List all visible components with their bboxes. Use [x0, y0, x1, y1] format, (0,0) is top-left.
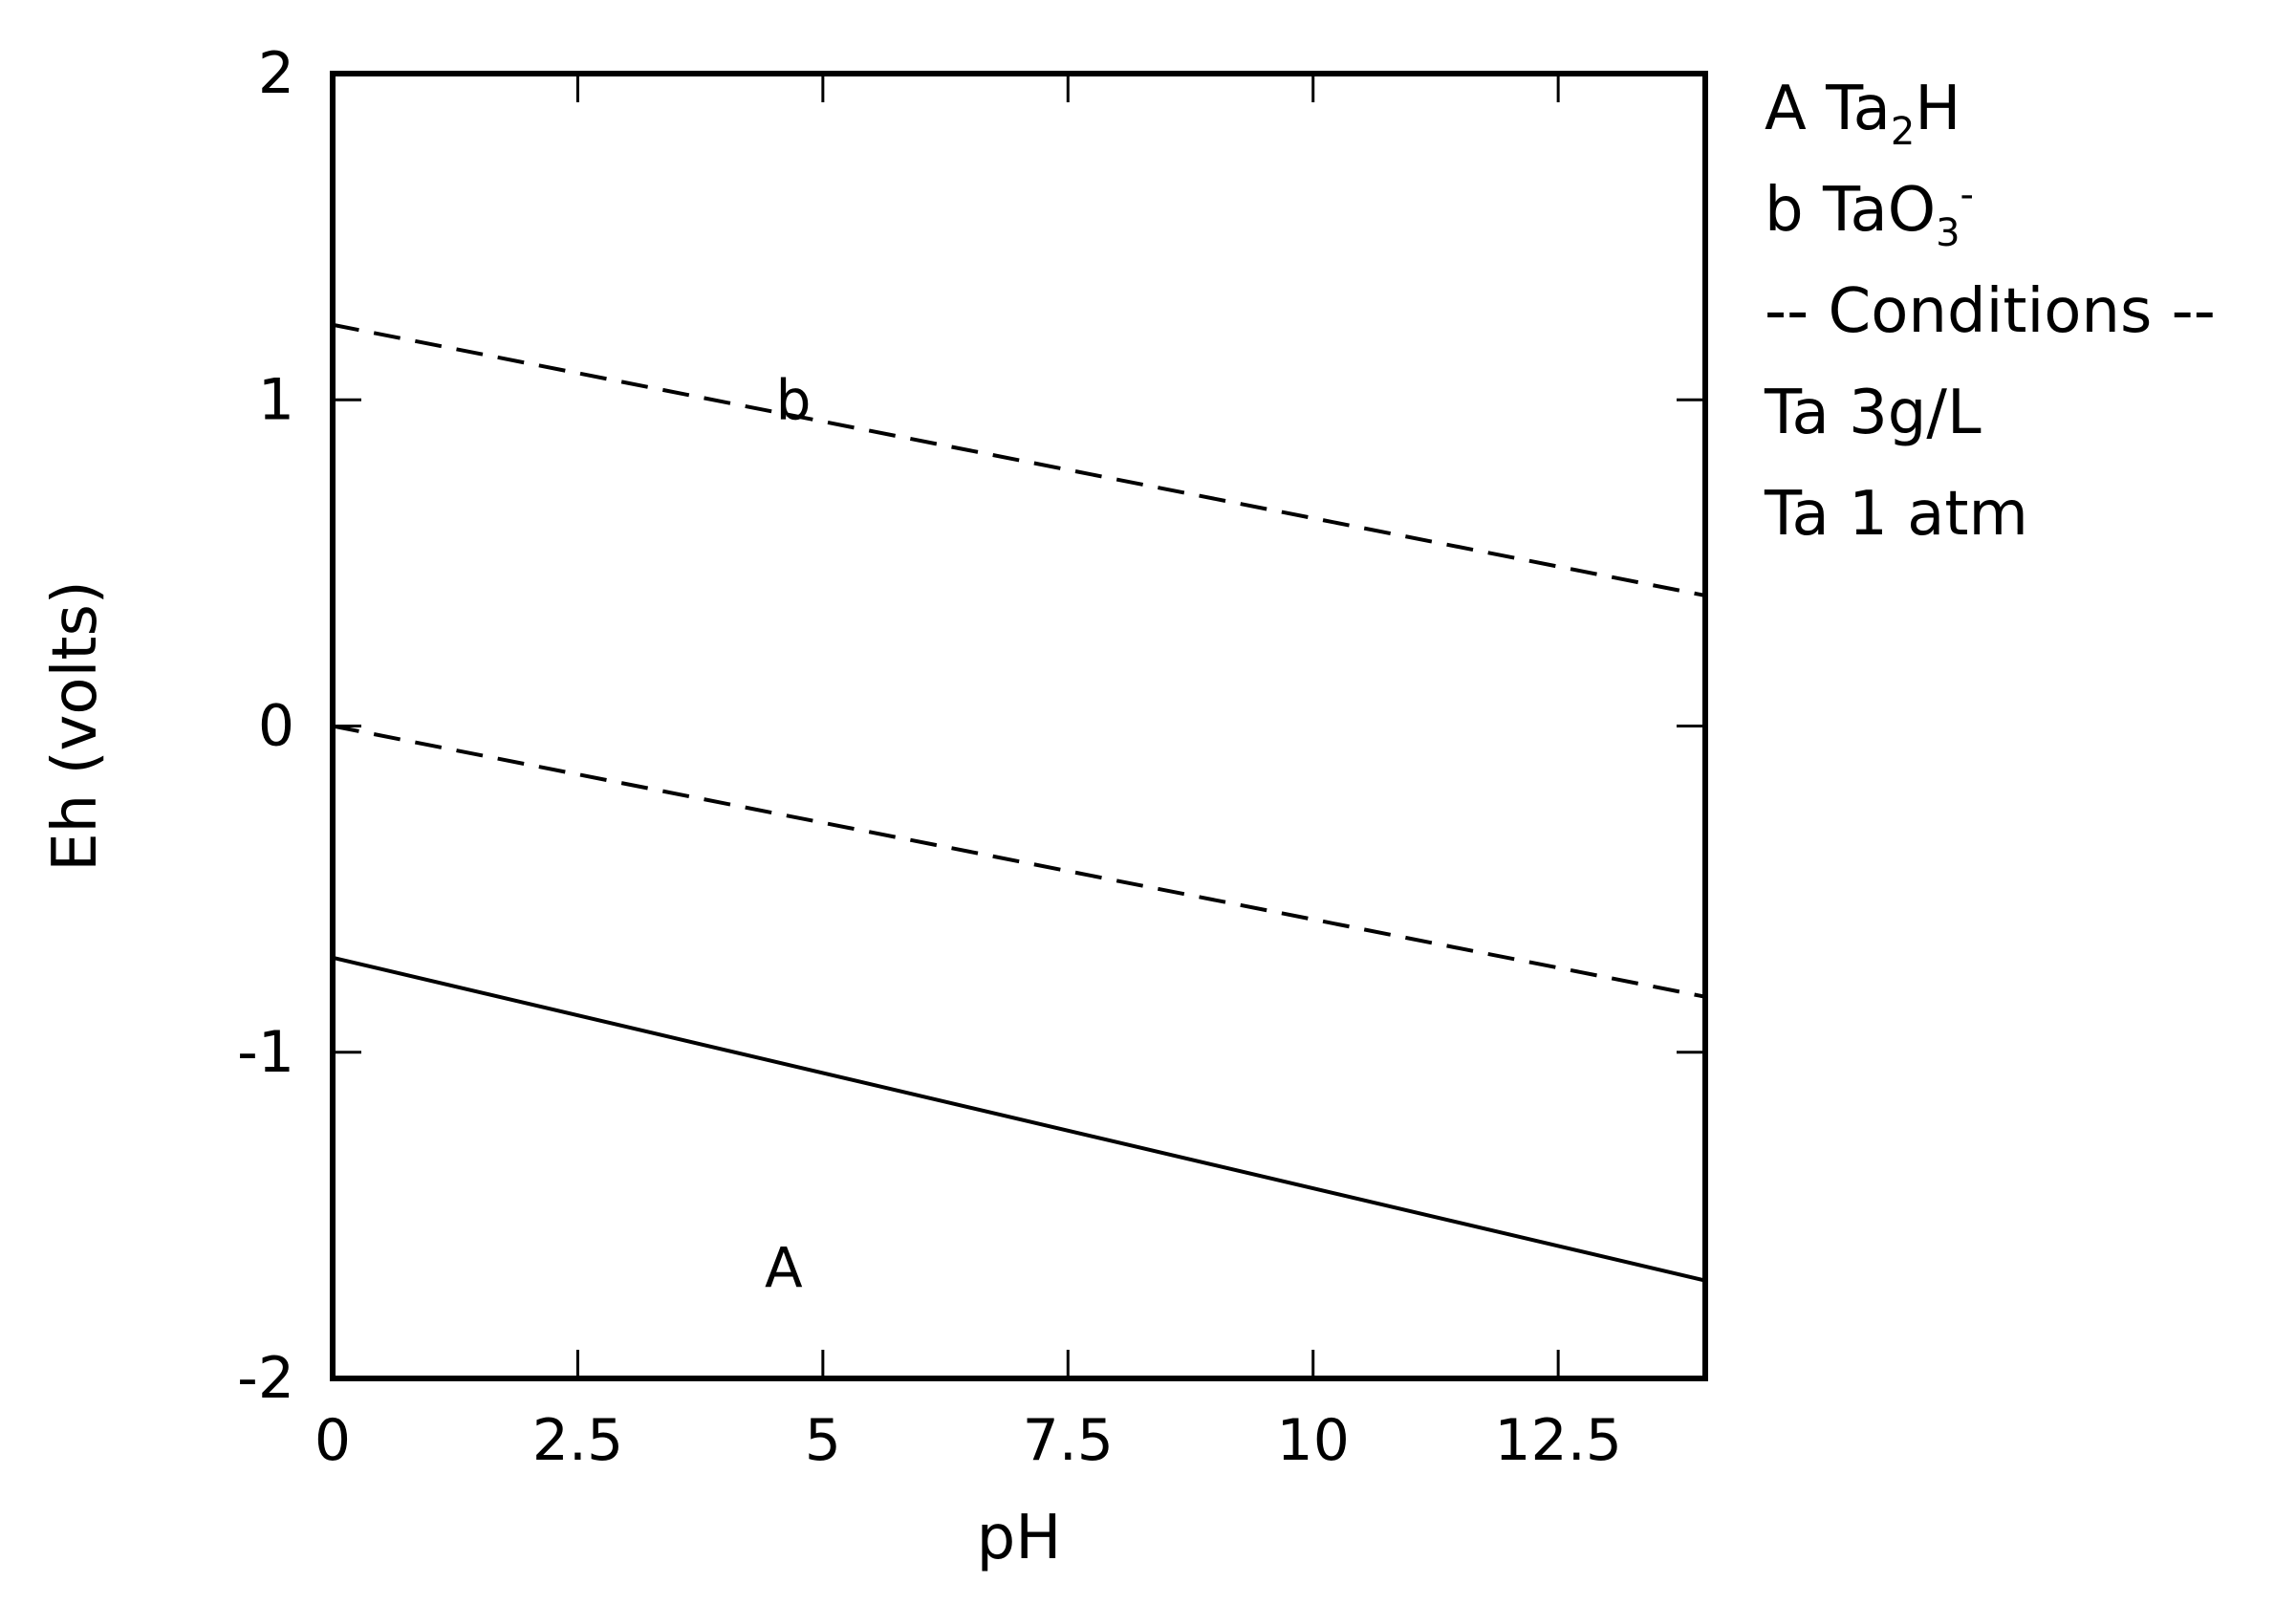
x-axis-label: pH — [977, 1503, 1062, 1573]
region-label-b: b — [776, 368, 812, 433]
x-tick-label: 0 — [314, 1407, 351, 1474]
y-tick-label: 0 — [258, 693, 294, 760]
dashed-line-1 — [332, 724, 1706, 999]
plot-frame — [330, 71, 1708, 1381]
legend-entry-2: -- Conditions -- — [1765, 276, 2216, 347]
dashed-line-0 — [332, 322, 1706, 597]
x-tick-label: 2.5 — [532, 1407, 623, 1474]
y-tick-label: -1 — [237, 1019, 294, 1086]
region-labels: bA — [765, 368, 812, 1301]
legend-entry-3: Ta 3g/L — [1764, 378, 1982, 448]
x-tick-label: 12.5 — [1494, 1407, 1622, 1474]
y-axis-ticks: -2 -1 0 1 2 — [237, 40, 1705, 1412]
y-axis-label: Eh (volts) — [40, 580, 111, 872]
legend-entry-0: A Ta2H — [1765, 74, 1960, 154]
x-tick-label: 10 — [1277, 1407, 1350, 1474]
legend: A Ta2H b TaO3- -- Conditions -- Ta 3g/L Ta 1… — [1764, 74, 2216, 550]
solid-line-2 — [332, 955, 1706, 1283]
region-label-A: A — [765, 1235, 803, 1300]
series-layer — [332, 322, 1706, 1283]
y-tick-label: -2 — [237, 1345, 294, 1412]
y-tick-label: 2 — [258, 40, 294, 107]
x-tick-label: 7.5 — [1023, 1407, 1114, 1474]
legend-entry-1: b TaO3- — [1765, 173, 1974, 255]
y-tick-label: 1 — [258, 366, 294, 433]
x-axis-ticks: 0 2.5 5 7.5 10 12.5 — [314, 74, 1622, 1474]
x-tick-label: 5 — [805, 1407, 841, 1474]
legend-entry-4: Ta 1 atm — [1764, 479, 2028, 550]
